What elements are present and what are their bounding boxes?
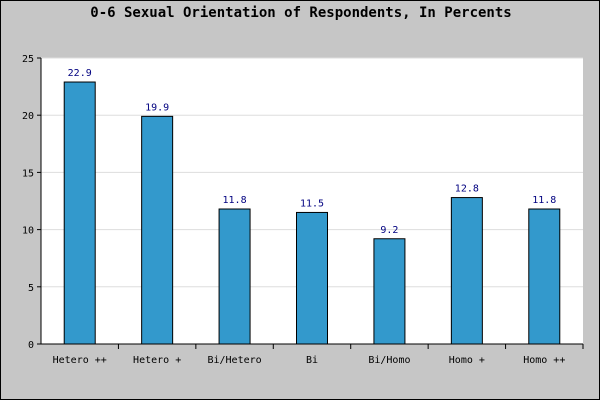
data-label: 12.8 — [455, 184, 479, 195]
x-tick-label: Bi — [306, 355, 318, 366]
bar — [63, 81, 96, 345]
bar — [450, 197, 483, 345]
y-tick-label: 10 — [22, 226, 34, 237]
data-label: 19.9 — [145, 102, 169, 113]
y-tick-label: 0 — [28, 340, 34, 351]
bar — [528, 208, 561, 345]
data-label: 11.5 — [300, 198, 324, 209]
data-label: 11.8 — [223, 195, 247, 206]
x-tick-label: Homo + — [449, 355, 485, 366]
y-tick-label: 20 — [22, 111, 34, 122]
data-label: 11.8 — [532, 195, 556, 206]
bar — [373, 238, 406, 345]
y-tick-label: 5 — [28, 283, 34, 294]
bar — [296, 211, 328, 345]
x-tick-label: Hetero ++ — [53, 355, 107, 366]
x-tick-label: Bi/Homo — [368, 355, 410, 366]
data-label: 9.2 — [380, 225, 398, 236]
bar — [141, 115, 174, 345]
y-tick-label: 15 — [22, 168, 34, 179]
x-tick-label: Bi/Hetero — [207, 355, 261, 366]
bar — [218, 208, 251, 345]
y-tick-label: 25 — [22, 54, 34, 65]
data-label: 22.9 — [68, 68, 92, 79]
x-tick-label: Homo ++ — [523, 355, 565, 366]
x-tick-label: Hetero + — [133, 355, 181, 366]
chart-title: 0-6 Sexual Orientation of Respondents, I… — [90, 5, 512, 21]
